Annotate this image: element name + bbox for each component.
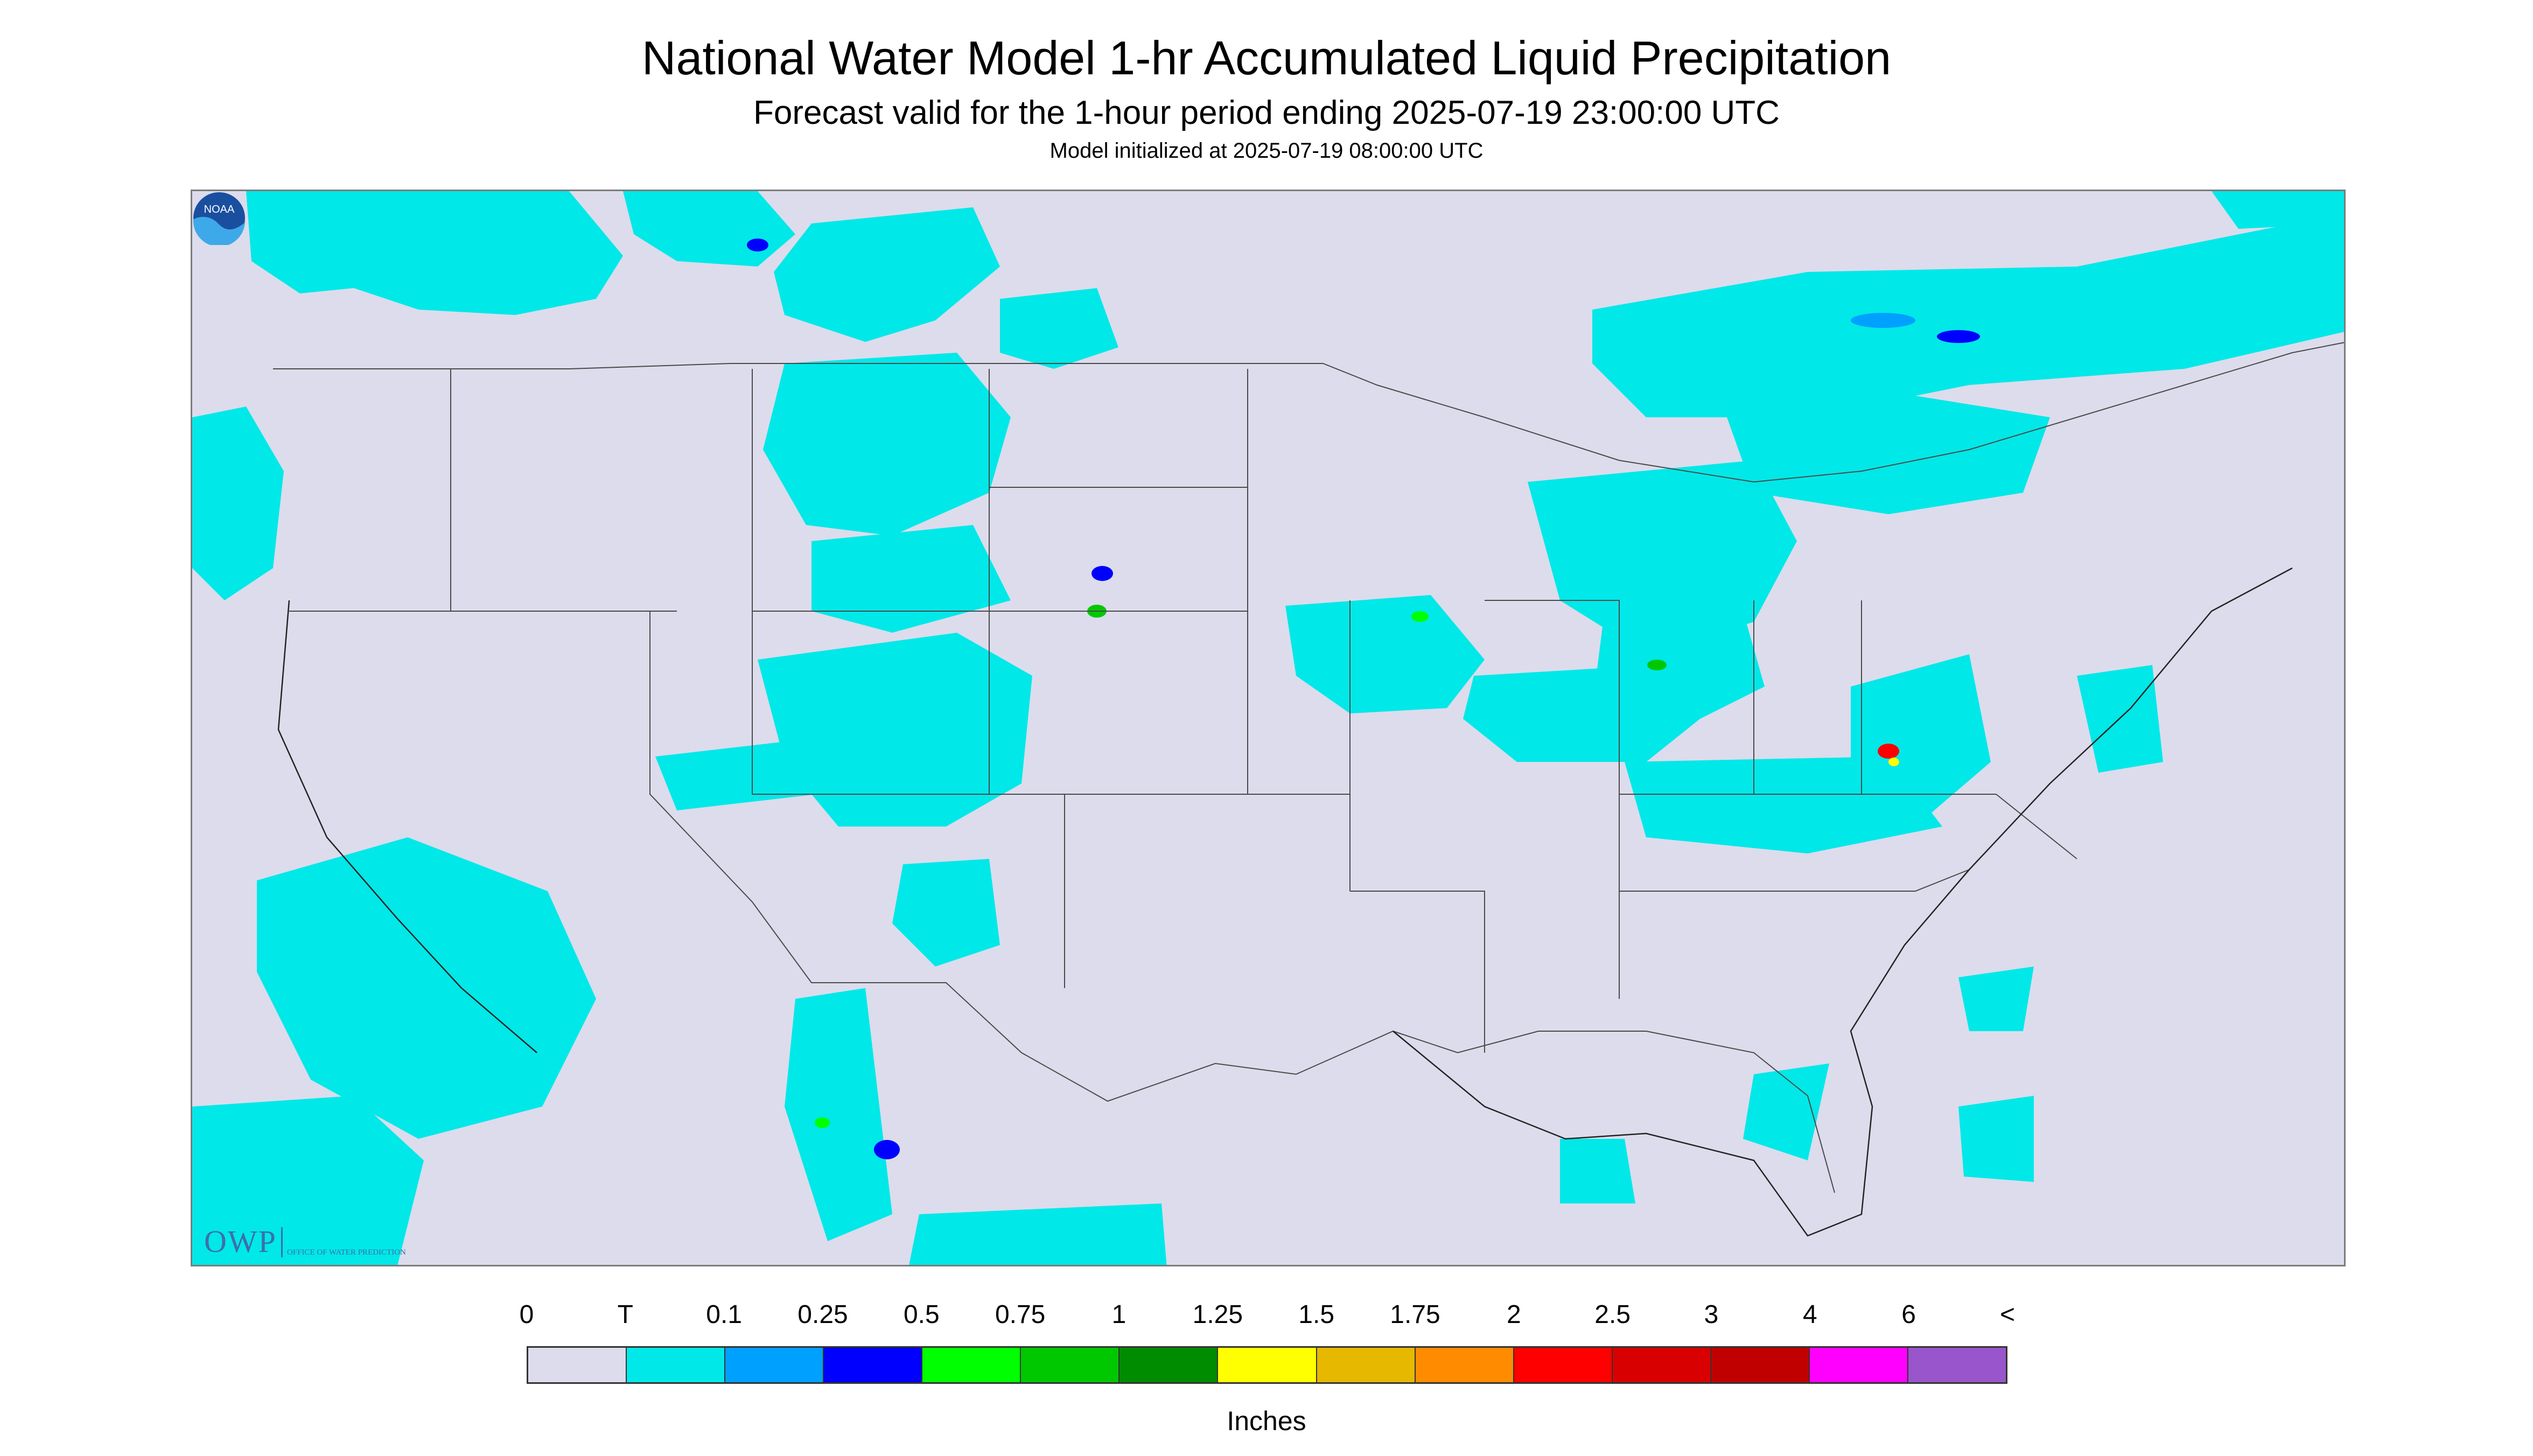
legend-label: 0.25 (797, 1300, 848, 1329)
legend-label: 3 (1704, 1300, 1719, 1329)
legend-units: Inches (1227, 1406, 1306, 1436)
legend-label: 0.75 (995, 1300, 1046, 1329)
legend-label: 1.5 (1298, 1300, 1335, 1329)
map-title: National Water Model 1-hr Accumulated Li… (641, 31, 1892, 85)
legend-label: < (1999, 1300, 2016, 1329)
legend-label: 1.75 (1390, 1300, 1440, 1329)
noaa-logo-text: NOAA (204, 204, 235, 215)
owp-logo-divider (281, 1227, 283, 1257)
legend-swatch (528, 1348, 627, 1382)
legend-label: 1.25 (1192, 1300, 1243, 1329)
legend-swatch (1119, 1348, 1219, 1382)
legend-swatch (1218, 1348, 1317, 1382)
map-subtitle: Forecast valid for the 1-hour period end… (753, 94, 1780, 131)
owp-logo: OWP OFFICE OF WATER PREDICTION (204, 1226, 406, 1257)
legend-swatch (922, 1348, 1021, 1382)
owp-logo-mark: OWP (204, 1224, 277, 1259)
color-legend (527, 1346, 2007, 1384)
model-init-time: Model initialized at 2025-07-19 08:00:00… (1049, 139, 1484, 163)
coastline (277, 567, 2293, 1237)
legend-swatch (1514, 1348, 1613, 1382)
legend-label: 4 (1802, 1300, 1817, 1329)
political-boundaries (273, 342, 2344, 1193)
legend-swatch (1809, 1348, 1908, 1382)
legend-labels: 0 T 0.1 0.25 0.5 0.75 1 1.25 1.5 1.75 2 2.5 3 4 6 < (0, 1302, 2533, 1334)
projection-mask-east (2077, 426, 2344, 1265)
legend-label: T (617, 1300, 633, 1329)
legend-swatch (725, 1348, 824, 1382)
noaa-logo: NOAA (193, 192, 245, 245)
legend-swatch (1908, 1348, 2006, 1382)
legend-swatch (1612, 1348, 1711, 1382)
precip-trace-areas (192, 191, 2344, 1265)
legend-label: 0.5 (903, 1300, 940, 1329)
legend-label: 0.1 (706, 1300, 743, 1329)
map-canvas (192, 191, 2344, 1265)
legend-label: 1 (1111, 1300, 1126, 1329)
legend-label: 0 (519, 1300, 534, 1329)
legend-label: 2 (1506, 1300, 1521, 1329)
legend-swatch (627, 1348, 726, 1382)
legend-swatch (1021, 1348, 1120, 1382)
owp-logo-text: OFFICE OF WATER PREDICTION (286, 1248, 406, 1257)
legend-swatch (824, 1348, 923, 1382)
precipitation-map[interactable]: OWP OFFICE OF WATER PREDICTION NOAA (191, 190, 2346, 1266)
legend-label: 6 (1901, 1300, 1916, 1329)
legend-swatch (1711, 1348, 1810, 1382)
legend-label: 2.5 (1594, 1300, 1631, 1329)
legend-swatch (1415, 1348, 1514, 1382)
legend-swatch (1317, 1348, 1416, 1382)
